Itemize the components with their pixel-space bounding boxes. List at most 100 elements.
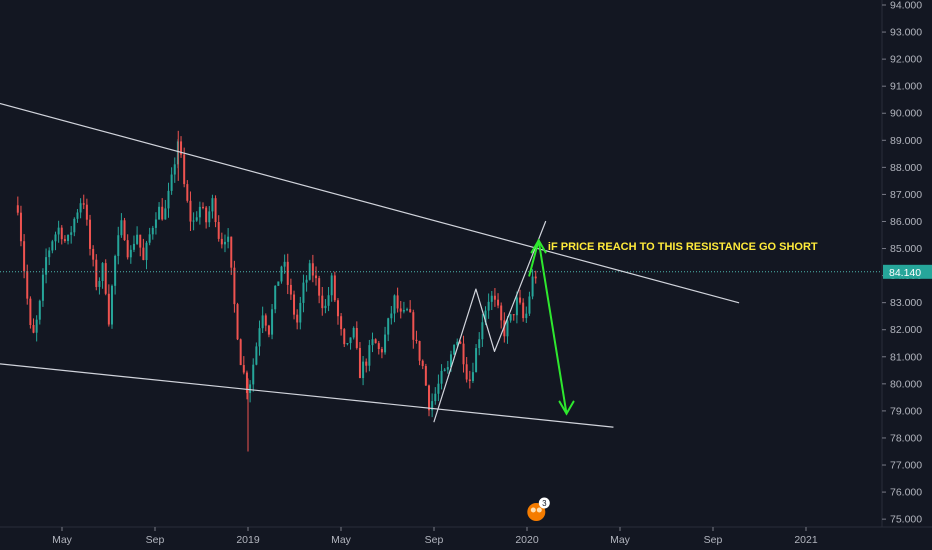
- candle-body: [41, 274, 44, 301]
- trendline-0[interactable]: [0, 89, 740, 304]
- candle-body: [245, 372, 248, 393]
- candle-body: [522, 302, 525, 319]
- candle-body: [63, 239, 66, 241]
- candle-body: [183, 154, 186, 185]
- candle-body: [528, 296, 531, 314]
- candle-body: [139, 234, 142, 248]
- candle-body: [293, 294, 296, 315]
- trade-annotation[interactable]: iF PRICE REACH TO THIS RESISTANCE GO SHO…: [548, 241, 818, 253]
- candle-body: [136, 234, 139, 244]
- candle-body: [415, 339, 418, 341]
- candle-body: [208, 211, 211, 223]
- candle-body: [230, 236, 233, 268]
- candle-body: [318, 278, 321, 296]
- candle-body: [434, 393, 437, 402]
- candle-body: [412, 312, 415, 340]
- current-price-value: 84.140: [889, 267, 921, 279]
- candle-body: [32, 325, 35, 333]
- candle-body: [158, 206, 161, 220]
- candle-body: [79, 203, 82, 213]
- candle-body: [311, 263, 314, 276]
- candle-body: [534, 276, 537, 279]
- candle-body: [299, 302, 302, 323]
- price-tick-label: 83.000: [890, 297, 922, 309]
- candle-body: [418, 340, 421, 361]
- candle-body: [82, 203, 85, 205]
- event-icon[interactable]: [527, 503, 546, 521]
- candle-body: [186, 184, 189, 201]
- candle-body: [217, 222, 220, 239]
- candle-body: [368, 345, 371, 366]
- price-tick-label: 81.000: [890, 351, 922, 363]
- candle-body: [98, 281, 101, 287]
- candle-body: [29, 298, 32, 326]
- candle-body: [252, 364, 255, 385]
- time-axis: May Sep 2019 May Sep 2020 May Sep 2021: [52, 527, 818, 546]
- price-tick-label: 86.000: [890, 216, 922, 228]
- candle-body: [481, 322, 484, 340]
- events-badge[interactable]: 3: [527, 497, 550, 522]
- candle-body: [409, 309, 412, 313]
- candle-body: [54, 234, 57, 242]
- candle-body: [142, 247, 145, 261]
- trendline-1[interactable]: [0, 360, 614, 428]
- candle-body: [352, 327, 355, 338]
- candle-body: [330, 275, 333, 296]
- price-tick-label: 88.000: [890, 162, 922, 174]
- candle-body: [402, 309, 405, 312]
- candle-body: [487, 301, 490, 311]
- candle-body: [148, 234, 151, 243]
- candle-body: [531, 276, 534, 297]
- candle-body: [120, 220, 123, 236]
- event-icon-detail: [530, 507, 536, 513]
- event-count-badge: [538, 497, 550, 509]
- candle-body: [126, 240, 129, 258]
- candle-body: [264, 315, 267, 326]
- candle-body: [107, 293, 110, 325]
- candle-body: [255, 346, 258, 365]
- price-tick-label: 78.000: [890, 432, 922, 444]
- candle-body: [424, 366, 427, 386]
- candle-body: [283, 261, 286, 267]
- candle-body: [365, 361, 368, 366]
- candle-body: [70, 232, 73, 235]
- candle-body: [506, 320, 509, 337]
- candle-body: [233, 267, 236, 305]
- price-axis-panel[interactable]: [882, 0, 932, 527]
- candle-body: [471, 372, 474, 381]
- event-count: 3: [542, 499, 547, 508]
- candle-body: [289, 284, 292, 295]
- price-tick-label: 75.000: [890, 514, 922, 526]
- candle-body: [38, 300, 41, 320]
- arrow-head: [530, 238, 547, 254]
- time-axis-panel[interactable]: [0, 527, 932, 550]
- candle-body: [478, 339, 481, 349]
- candle-body: [205, 207, 208, 223]
- candle-body: [211, 198, 214, 212]
- candle-body: [512, 314, 515, 316]
- candle-body: [114, 255, 117, 286]
- trendline-2[interactable]: [433, 220, 547, 423]
- candle-body: [465, 364, 468, 380]
- price-axis: 94.000 93.000 92.000 91.000 90.000 89.000 88.0…: [882, 0, 922, 526]
- candle-body: [198, 206, 201, 218]
- price-tick-label: 91.000: [890, 81, 922, 93]
- candle-body: [180, 141, 183, 155]
- candle-body: [48, 250, 51, 258]
- candle-body: [26, 271, 29, 299]
- candle-body: [117, 235, 120, 256]
- candle-body: [271, 309, 274, 335]
- candle-body: [60, 227, 63, 240]
- event-icon-detail: [536, 507, 542, 513]
- candle-body: [340, 316, 343, 330]
- price-tick-label: 77.000: [890, 460, 922, 472]
- candle-body: [484, 310, 487, 323]
- candle-body: [51, 241, 54, 251]
- arrow-head: [558, 400, 575, 416]
- candle-body: [104, 263, 107, 294]
- candle-body: [333, 275, 336, 301]
- candle-body: [387, 318, 390, 335]
- candle-body: [214, 198, 217, 223]
- candle-body: [456, 341, 459, 345]
